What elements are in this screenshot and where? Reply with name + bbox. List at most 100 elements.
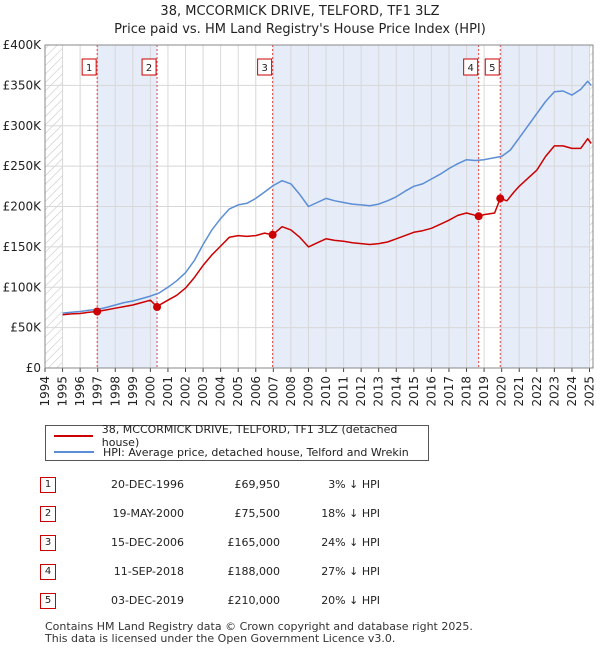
series-line-hpi [62, 80, 592, 314]
sale-date: 03-DEC-2019 [110, 594, 184, 607]
legend-label-property: 38, MCCORMICK DRIVE, TELFORD, TF1 3LZ (d… [101, 423, 398, 449]
chart-subtitle: Price paid vs. HM Land Registry's House … [114, 22, 486, 37]
sale-label: 4 [467, 63, 473, 74]
y-tick-label: £200K [3, 200, 43, 214]
sale-label-box [257, 58, 273, 76]
sale-point [93, 307, 102, 316]
sale-price: £69,950 [234, 478, 281, 491]
sale-price: £210,000 [227, 594, 281, 607]
table-row: 5 03-DEC-2019 £210,000 20% ↓ HPI [40, 586, 380, 615]
sale-label-box [81, 58, 97, 76]
sale-number-badge: 2 [40, 505, 56, 522]
x-tick-label: 2007 [266, 376, 280, 407]
plot-frame [44, 44, 594, 369]
x-tick-label: 2022 [530, 376, 544, 407]
sale-label: 3 [261, 63, 267, 74]
legend-item-hpi: HPI: Average price, detached house, Telf… [54, 444, 409, 460]
sale-point [474, 212, 483, 221]
table-row: 2 19-MAY-2000 £75,500 18% ↓ HPI [40, 499, 380, 528]
sale-hpi-diff: 3% ↓ HPI [328, 478, 380, 491]
legend-swatch-property [54, 435, 93, 437]
sale-number-badge: 3 [40, 534, 56, 551]
x-tick-label: 2019 [477, 376, 491, 407]
y-tick-label: £400K [3, 38, 43, 52]
x-tick-label: 2002 [179, 376, 193, 407]
sale-date: 19-MAY-2000 [112, 507, 184, 520]
y-tick-label: £150K [3, 240, 43, 254]
price-chart: 38, MCCORMICK DRIVE, TELFORD, TF1 3LZ Pr… [3, 4, 597, 407]
series-line-property [62, 137, 592, 316]
chart-legend: 38, MCCORMICK DRIVE, TELFORD, TF1 3LZ (d… [45, 423, 429, 461]
table-row: 1 20-DEC-1996 £69,950 3% ↓ HPI [40, 470, 380, 499]
footer-attribution: Contains HM Land Registry data © Crown c… [45, 621, 473, 645]
x-tick-label: 1998 [108, 376, 122, 407]
footer-copyright: Contains HM Land Registry data © Crown c… [45, 620, 473, 633]
y-tick-label: £50K [10, 321, 42, 335]
table-row: 4 11-SEP-2018 £188,000 27% ↓ HPI [40, 557, 380, 586]
chart-title: 38, MCCORMICK DRIVE, TELFORD, TF1 3LZ [160, 4, 439, 19]
x-tick-label: 2000 [143, 376, 157, 407]
sale-price: £165,000 [227, 536, 281, 549]
x-tick-label: 2016 [424, 376, 438, 407]
y-tick-label: £0 [26, 361, 41, 375]
x-tick-label: 2010 [319, 376, 333, 407]
legend-label-hpi: HPI: Average price, detached house, Telf… [103, 445, 409, 459]
x-tick-label: 1999 [126, 376, 140, 407]
x-tick-label: 2014 [389, 376, 403, 407]
axes: £0 £50K £100K £150K £200K £250K £300K £350K £400… [3, 38, 597, 407]
x-tick-label: 1995 [56, 376, 70, 407]
sale-hpi-diff: 18% ↓ HPI [321, 507, 380, 520]
sale-hpi-diff: 24% ↓ HPI [321, 536, 380, 549]
x-tick-label: 1997 [91, 376, 105, 407]
x-tick-label: 2012 [354, 376, 368, 407]
y-tick-label: £100K [3, 280, 43, 294]
x-tick-label: 2006 [249, 376, 263, 407]
sale-price: £188,000 [227, 565, 281, 578]
x-tick-label: 2025 [582, 376, 596, 407]
sale-label-box [463, 58, 479, 76]
sale-point [153, 303, 162, 312]
x-tick-label: 2020 [495, 376, 509, 407]
sale-number-badge: 1 [40, 476, 56, 493]
x-tick-label: 2015 [407, 376, 421, 407]
x-tick-label: 2003 [196, 376, 210, 407]
x-tick-label: 2018 [460, 376, 474, 407]
x-tick-label: 2011 [337, 376, 351, 407]
sale-point [496, 194, 505, 203]
legend-swatch-hpi [54, 451, 94, 453]
sale-label: 1 [86, 63, 92, 74]
x-tick-label: 2005 [231, 376, 245, 407]
x-tick-label: 2024 [565, 376, 579, 407]
sale-date: 20-DEC-1996 [110, 478, 184, 491]
sale-number-badge: 5 [40, 592, 56, 609]
sales-table: 1 20-DEC-1996 £69,950 3% ↓ HPI 2 19-MAY-… [40, 470, 380, 615]
sale-hpi-diff: 27% ↓ HPI [321, 565, 380, 578]
sale-date: 11-SEP-2018 [113, 565, 184, 578]
sale-markers: 1 2 3 4 5 [81, 58, 505, 316]
sale-date: 15-DEC-2006 [110, 536, 184, 549]
sale-label: 5 [489, 63, 495, 74]
sale-label-box [484, 58, 500, 76]
x-tick-label: 2004 [214, 376, 228, 407]
y-tick-label: £250K [3, 159, 43, 173]
sale-point [268, 230, 277, 239]
x-tick-label: 2021 [512, 376, 526, 407]
x-tick-label: 1996 [73, 376, 87, 407]
y-tick-label: £350K [3, 78, 43, 92]
x-tick-label: 2023 [547, 376, 561, 407]
sale-label: 2 [146, 63, 152, 74]
footer-licence: This data is licensed under the Open Gov… [45, 632, 396, 645]
x-tick-label: 2009 [301, 376, 315, 407]
series-lines [62, 80, 592, 316]
x-tick-label: 1994 [38, 376, 52, 407]
table-row: 3 15-DEC-2006 £165,000 24% ↓ HPI [40, 528, 380, 557]
x-tick-label: 2013 [372, 376, 386, 407]
y-tick-label: £300K [3, 119, 43, 133]
sale-number-badge: 4 [40, 563, 56, 580]
sale-label-box [141, 58, 157, 76]
x-tick-label: 2017 [442, 376, 456, 407]
x-tick-label: 2008 [284, 376, 298, 407]
sale-price: £75,500 [234, 507, 281, 520]
legend-item-property: 38, MCCORMICK DRIVE, TELFORD, TF1 3LZ (d… [54, 423, 428, 449]
x-tick-label: 2001 [161, 376, 175, 407]
